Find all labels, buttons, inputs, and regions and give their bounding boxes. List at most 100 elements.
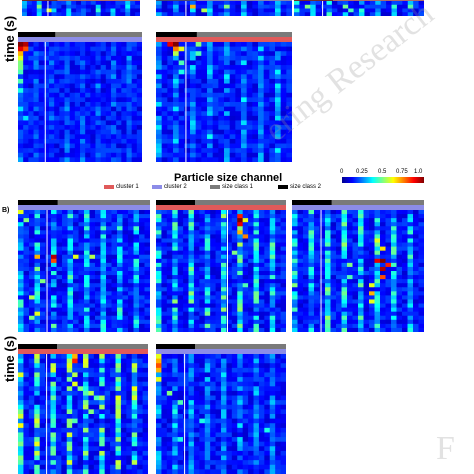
- heatmap-cell: [161, 78, 168, 85]
- heatmap-cell: [173, 111, 180, 117]
- heatmap-cell: [76, 4, 82, 9]
- heatmap-cell: [280, 386, 286, 392]
- heatmap-cell: [199, 437, 206, 443]
- heatmap-cell: [111, 42, 117, 48]
- heatmap-cell: [23, 111, 29, 117]
- heatmap-cell: [369, 4, 376, 9]
- heatmap-cell: [161, 307, 168, 313]
- heatmap-cell: [131, 427, 138, 433]
- heatmap-cell: [380, 238, 386, 244]
- heatmap-cell: [199, 311, 206, 317]
- heatmap-cell: [308, 271, 315, 276]
- heatmap-cell: [188, 307, 195, 313]
- heatmap-cell: [188, 390, 195, 397]
- heatmap-cell: [23, 78, 29, 85]
- heatmap-cell: [23, 414, 30, 420]
- heatmap-cell: [280, 55, 287, 61]
- heatmap-cell: [100, 311, 107, 317]
- heatmap-cell: [100, 323, 107, 329]
- heatmap-cell: [341, 258, 348, 264]
- heatmap-cell: [396, 8, 403, 13]
- heatmap-cell: [308, 283, 315, 288]
- heatmap-cell: [40, 210, 46, 215]
- heatmap-cell: [308, 262, 315, 268]
- heatmap-cell: [226, 441, 233, 447]
- heatmap-cell: [117, 246, 123, 252]
- heatmap-cell: [167, 46, 174, 52]
- heatmap-cell: [229, 143, 236, 149]
- heatmap-cell: [258, 218, 265, 223]
- heatmap-cell: [246, 51, 253, 57]
- heatmap-cell: [34, 327, 41, 332]
- heatmap-cell: [207, 83, 214, 89]
- legend-swatch-cluster-2: [152, 185, 162, 189]
- heatmap-cell: [18, 441, 24, 447]
- heatmap-cell: [330, 291, 337, 296]
- heatmap-cell: [330, 271, 337, 276]
- heatmap-cell: [131, 69, 138, 75]
- heatmap-cell: [99, 395, 106, 401]
- heatmap-cell: [229, 65, 236, 71]
- heatmap-cell: [204, 363, 211, 369]
- heatmap-cell: [195, 106, 202, 112]
- heatmap-cell: [166, 234, 173, 239]
- heatmap-cell: [116, 42, 122, 48]
- heatmap-cell: [95, 115, 102, 121]
- heatmap-cell: [105, 46, 112, 52]
- heatmap-cell: [133, 242, 140, 248]
- heatmap-cell: [385, 271, 392, 276]
- heatmap-cell: [136, 138, 142, 145]
- heatmap-cell: [407, 262, 414, 268]
- heatmap-cell: [40, 222, 46, 227]
- heatmap-cell: [184, 120, 191, 126]
- heatmap-cell: [126, 138, 133, 145]
- heatmap-cell: [126, 441, 133, 447]
- heatmap-cell: [212, 12, 219, 16]
- heatmap-cell: [22, 8, 28, 13]
- heatmap-cell: [325, 230, 331, 235]
- heatmap-cell: [156, 303, 162, 309]
- heatmap-cell: [161, 464, 168, 470]
- heatmap-cell: [28, 418, 35, 424]
- heatmap-cell: [45, 363, 51, 369]
- heatmap-cell: [111, 299, 118, 305]
- heatmap-cell: [280, 437, 286, 443]
- heatmap-cell: [207, 55, 214, 61]
- heatmap-cell: [210, 386, 217, 392]
- heatmap-cell: [73, 307, 79, 313]
- heatmap-cell: [67, 279, 74, 284]
- heatmap-cell: [229, 1, 236, 6]
- heatmap-cell: [258, 88, 265, 94]
- heatmap-cell: [184, 148, 191, 154]
- heatmap-cell: [89, 266, 96, 272]
- heatmap-cell: [136, 60, 142, 66]
- heatmap-cell: [303, 222, 309, 227]
- heatmap-cell: [380, 258, 386, 264]
- heatmap-cell: [246, 152, 253, 158]
- heatmap-cell: [69, 157, 76, 162]
- heatmap-cell: [237, 222, 244, 227]
- heatmap-cell: [43, 60, 50, 66]
- heatmap-cell: [193, 266, 200, 272]
- heatmap-cell: [235, 51, 242, 57]
- heatmap-cell: [269, 242, 276, 248]
- heatmap-cell: [258, 446, 265, 452]
- heatmap-cell: [226, 275, 233, 280]
- heatmap-cell: [252, 74, 259, 80]
- heatmap-cell: [352, 218, 359, 223]
- heatmap-cell: [106, 210, 112, 215]
- heatmap-cell: [201, 42, 208, 48]
- heatmap-cell: [156, 283, 162, 288]
- heatmap-cell: [100, 125, 107, 131]
- heatmap-cell: [166, 266, 173, 272]
- heatmap-cell: [156, 143, 163, 149]
- heatmap-cell: [23, 367, 30, 373]
- heatmap-cell: [34, 226, 41, 231]
- heatmap-cell: [137, 363, 144, 369]
- heatmap-cell: [111, 60, 117, 66]
- heatmap-cell: [235, 129, 242, 135]
- heatmap-cell: [258, 441, 265, 447]
- heatmap-cell: [292, 218, 298, 223]
- heatmap-cell: [28, 65, 34, 71]
- heatmap-cell: [54, 92, 60, 98]
